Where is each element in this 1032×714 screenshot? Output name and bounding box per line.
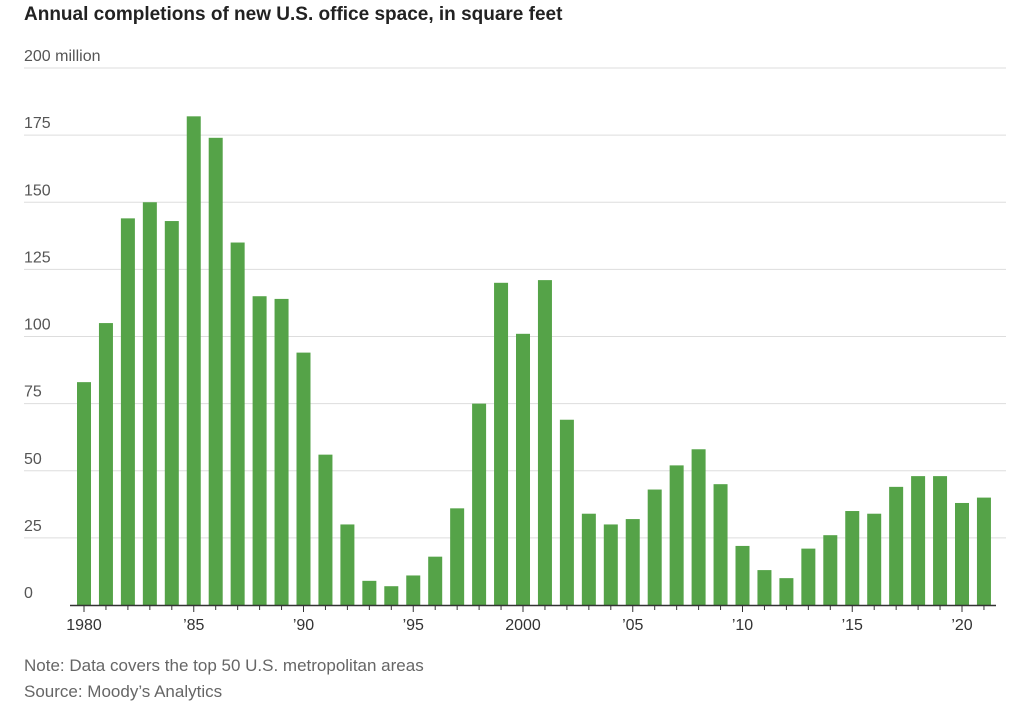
y-tick-label: 50 [24, 451, 42, 468]
bars [77, 116, 991, 606]
bar [362, 580, 377, 605]
bar [98, 323, 113, 605]
bar [845, 511, 860, 605]
bar [647, 489, 662, 605]
bar [120, 218, 135, 606]
bar [757, 570, 772, 605]
bar [472, 403, 487, 605]
bar [428, 556, 443, 605]
y-tick-label: 175 [24, 115, 51, 132]
bar [603, 524, 618, 605]
y-tick-label: 25 [24, 518, 42, 535]
bar [581, 513, 596, 605]
bar [274, 298, 289, 605]
bar [889, 486, 904, 605]
y-tick-label: 0 [24, 585, 33, 602]
bar [933, 476, 948, 605]
bar [142, 202, 157, 605]
bar [318, 454, 333, 605]
axis-labels: 0 25 50 75 100 125 150 175 200 million 1980 ’85 ’90… [24, 48, 973, 634]
x-tick-label: ’95 [403, 617, 424, 634]
bar [77, 382, 91, 605]
bar [713, 484, 728, 605]
y-tick-label: 100 [24, 317, 51, 334]
x-tick-label: ’20 [951, 617, 972, 634]
x-tick-label: 1980 [66, 617, 102, 634]
bar [537, 280, 552, 605]
bar [494, 282, 509, 605]
bar [779, 578, 794, 605]
x-tick-label: ’10 [732, 617, 753, 634]
x-tick-label: ’15 [842, 617, 863, 634]
bar [669, 465, 684, 605]
bar [516, 333, 530, 605]
bar [955, 502, 969, 605]
bar [252, 296, 267, 605]
bar [801, 548, 816, 605]
bar [735, 545, 750, 605]
y-tick-label: 200 million [24, 48, 100, 65]
x-tick-label: ’05 [622, 617, 643, 634]
bar [164, 221, 179, 606]
bar [625, 519, 640, 605]
source-note: Source: Moody’s Analytics [24, 682, 223, 701]
x-tick-label: ’85 [183, 617, 204, 634]
bar [340, 524, 355, 605]
bar [186, 116, 201, 605]
data-note: Note: Data covers the top 50 U.S. metrop… [24, 656, 424, 675]
gridlines [24, 67, 1006, 539]
chart-title: Annual completions of new U.S. office sp… [24, 4, 563, 25]
bar [976, 497, 991, 605]
bar [384, 586, 399, 605]
bar [867, 513, 882, 605]
bar [559, 419, 574, 605]
bar [230, 242, 245, 605]
x-tick-label: ’90 [293, 617, 314, 634]
bar [823, 535, 838, 605]
x-tick-label: 2000 [505, 617, 541, 634]
bar-chart: 0 25 50 75 100 125 150 175 200 million 1980 ’85 ’90… [24, 48, 1006, 634]
y-tick-label: 75 [24, 384, 42, 401]
y-tick-label: 125 [24, 249, 51, 266]
bar [450, 508, 465, 605]
bar [208, 137, 223, 605]
bar [911, 476, 926, 605]
x-axis [70, 604, 996, 612]
bar [296, 352, 311, 605]
bar [691, 449, 706, 605]
y-tick-label: 150 [24, 182, 51, 199]
bar [406, 575, 421, 605]
